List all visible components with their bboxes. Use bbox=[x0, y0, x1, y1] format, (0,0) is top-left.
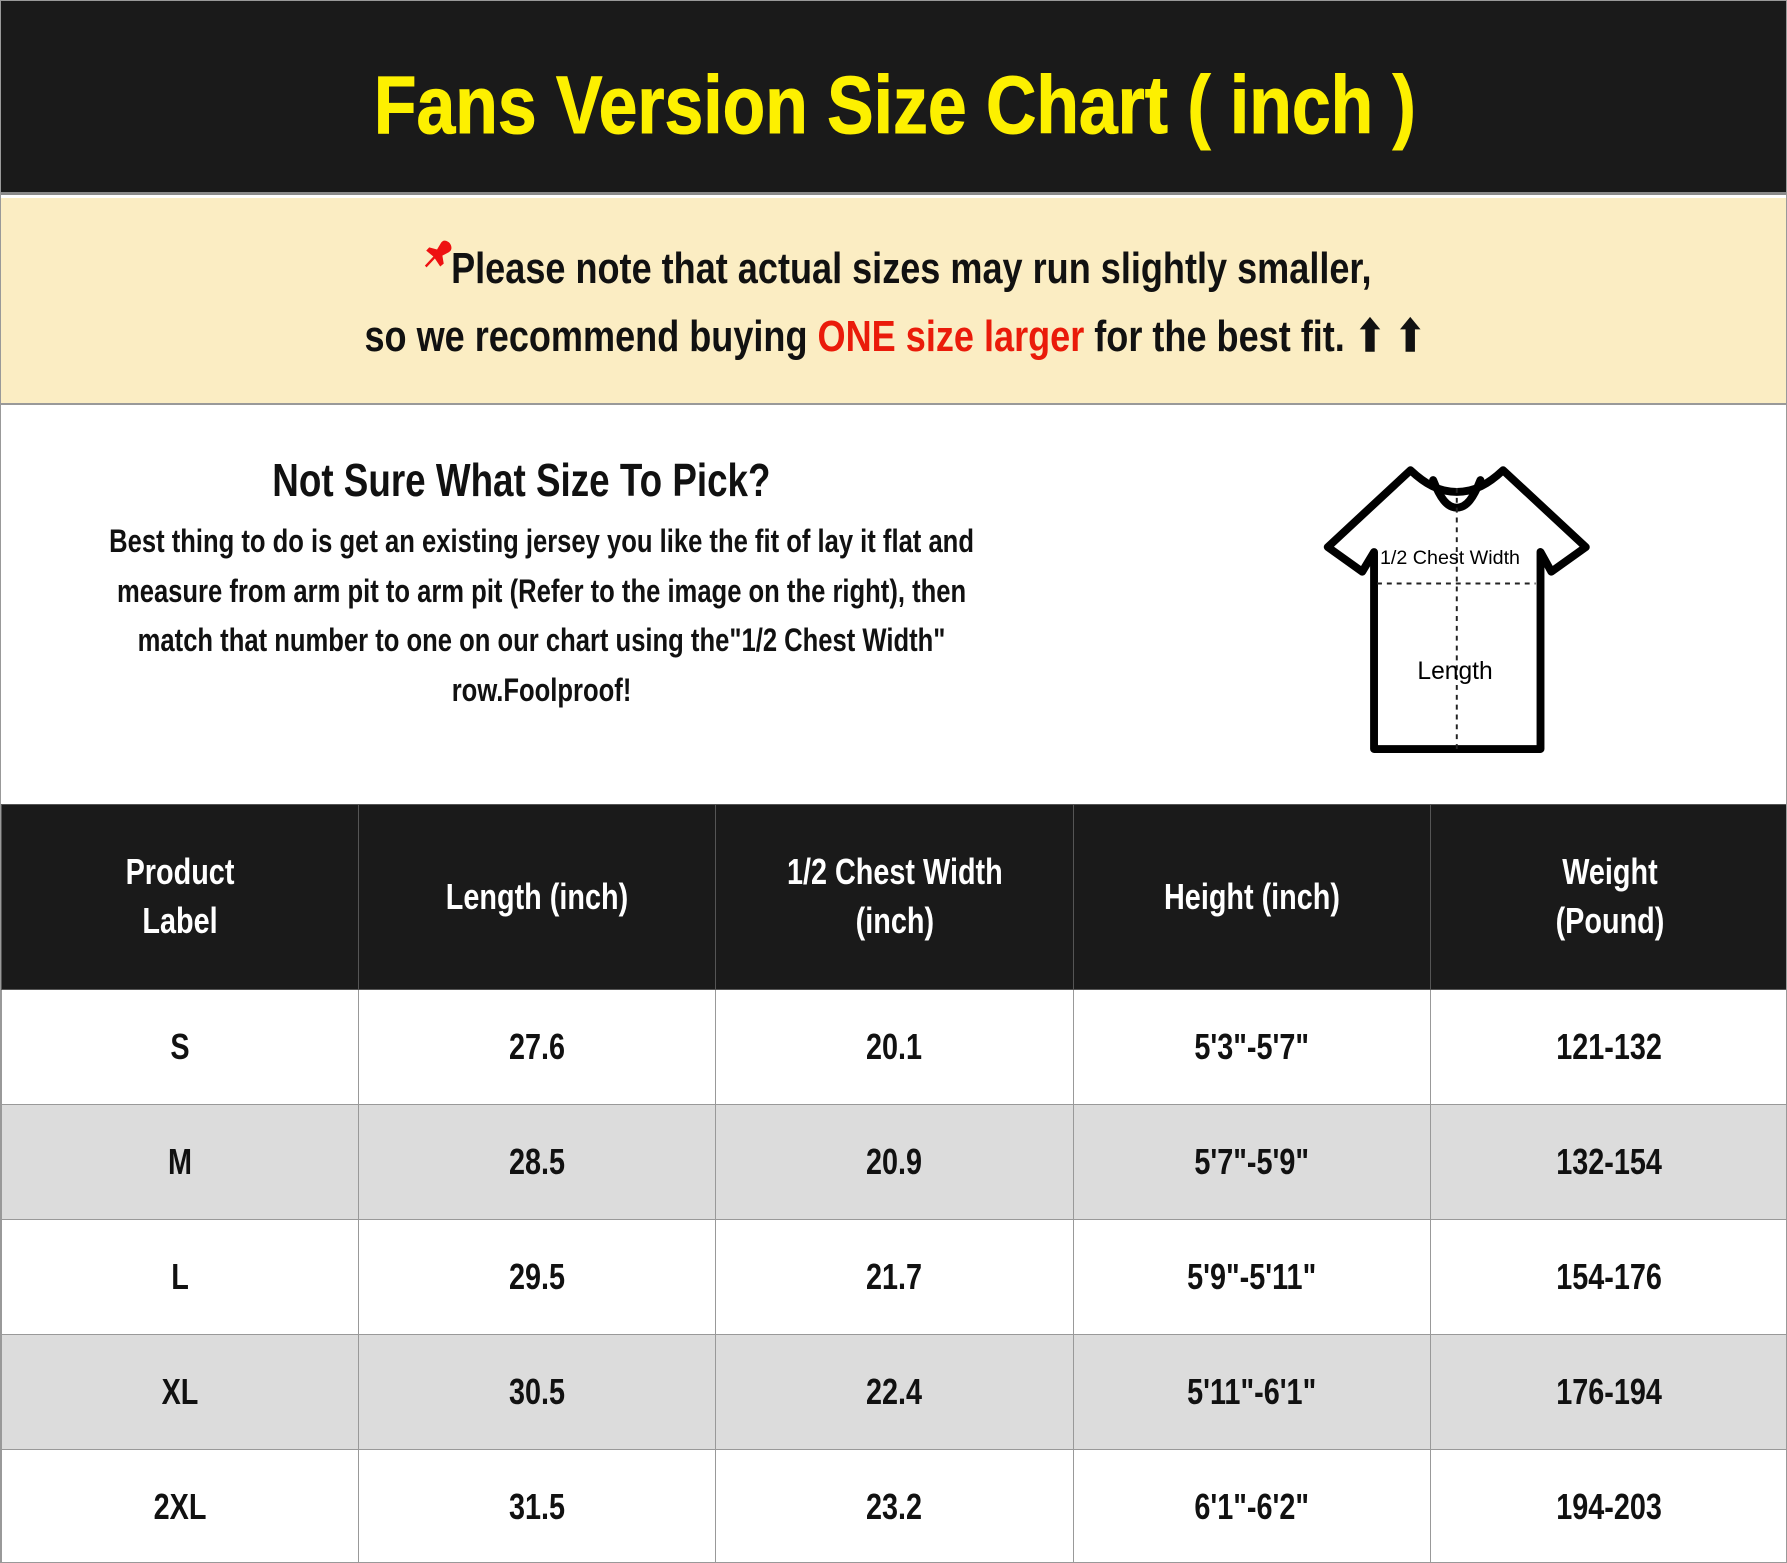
svg-text:Length: Length bbox=[1417, 658, 1492, 685]
svg-text:1/2 Chest Width: 1/2 Chest Width bbox=[1380, 547, 1520, 569]
